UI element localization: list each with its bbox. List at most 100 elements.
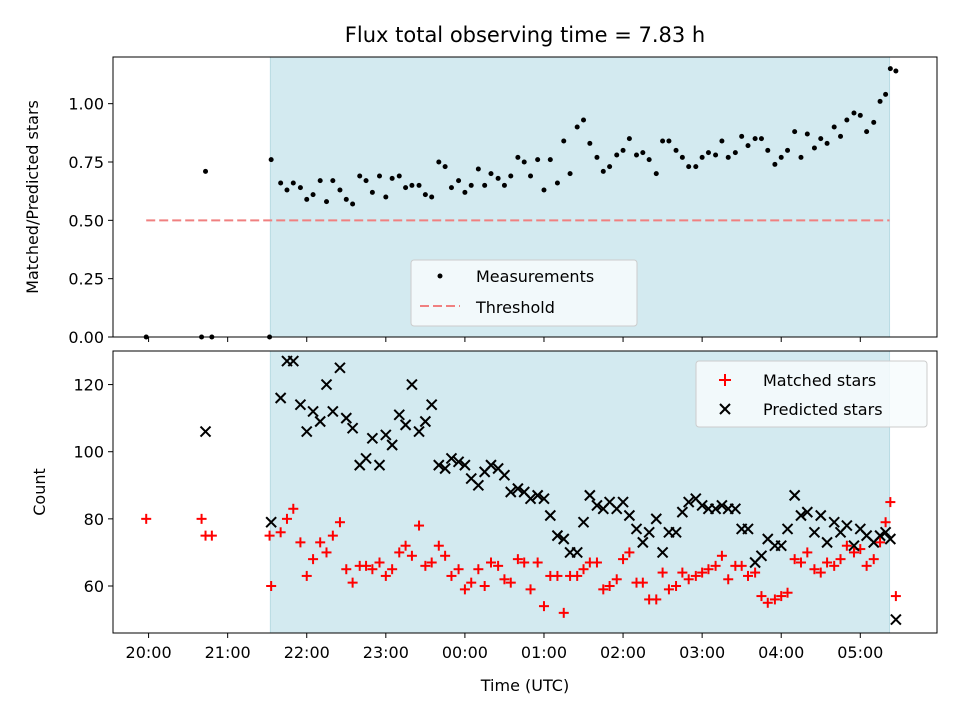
matched-star-point bbox=[367, 564, 378, 575]
predicted-star-point bbox=[558, 533, 570, 545]
matched-star-point bbox=[880, 517, 891, 528]
predicted-star-point bbox=[340, 412, 352, 424]
matched-star-point bbox=[591, 557, 602, 568]
top-y-tick-label: 1.00 bbox=[68, 95, 104, 114]
measurement-point bbox=[297, 185, 303, 191]
matched-star-point bbox=[414, 520, 425, 531]
measurement-point bbox=[541, 187, 547, 193]
predicted-star-point bbox=[630, 523, 643, 535]
predicted-star-point bbox=[848, 540, 860, 552]
measurement-point bbox=[778, 154, 784, 160]
matched-star-point bbox=[677, 567, 688, 578]
top-y-tick-label: 0.75 bbox=[68, 153, 104, 172]
measurement-point bbox=[284, 187, 290, 193]
measurement-point bbox=[699, 154, 705, 160]
matched-star-point bbox=[716, 550, 727, 561]
measurement-point bbox=[369, 189, 375, 195]
measurement-point bbox=[363, 178, 369, 184]
predicted-star-point bbox=[505, 486, 517, 498]
legend-predicted-marker bbox=[719, 403, 731, 415]
matched-star-point bbox=[206, 530, 217, 541]
measurement-point bbox=[600, 168, 606, 174]
bot-y-tick-label: 120 bbox=[73, 376, 104, 395]
matched-star-point bbox=[624, 547, 635, 558]
measurement-point bbox=[660, 138, 666, 144]
measurement-point bbox=[772, 161, 778, 167]
predicted-star-point bbox=[696, 499, 708, 512]
matched-star-point bbox=[809, 564, 820, 575]
measurement-point bbox=[765, 147, 771, 153]
matched-star-point bbox=[822, 557, 833, 568]
predicted-stars-series bbox=[199, 355, 902, 626]
measurement-point bbox=[818, 136, 824, 142]
matched-star-point bbox=[264, 530, 275, 541]
measurement-point bbox=[456, 178, 462, 184]
measurement-point bbox=[646, 157, 652, 163]
matched-star-point bbox=[538, 601, 549, 612]
matched-star-point bbox=[671, 581, 682, 591]
x-tick-label: 20:00 bbox=[126, 643, 172, 662]
predicted-star-point bbox=[485, 459, 497, 471]
predicted-star-point bbox=[815, 509, 827, 522]
predicted-star-point bbox=[320, 378, 333, 391]
matched-star-point bbox=[789, 554, 800, 565]
matched-star-point bbox=[141, 513, 152, 524]
predicted-star-point bbox=[439, 462, 451, 475]
measurement-point bbox=[422, 192, 428, 198]
x-tick-label: 04:00 bbox=[758, 643, 804, 662]
matched-star-point bbox=[479, 581, 490, 591]
measurement-point bbox=[607, 164, 613, 170]
matched-star-point bbox=[578, 564, 589, 575]
predicted-star-point bbox=[890, 613, 902, 626]
top-y-axis-label: Matched/Predicted stars bbox=[23, 100, 42, 294]
measurement-point bbox=[634, 152, 640, 158]
measurement-point bbox=[679, 154, 685, 160]
matched-star-point bbox=[611, 574, 622, 585]
measurement-point bbox=[508, 173, 514, 179]
top-y-ticks: 0.00 0.25 0.50 0.75 1.00 bbox=[68, 95, 113, 347]
predicted-star-point bbox=[577, 516, 590, 528]
measurement-point bbox=[838, 133, 844, 139]
predicted-star-point bbox=[795, 509, 807, 522]
measurement-point bbox=[448, 185, 454, 191]
predicted-star-point bbox=[884, 533, 897, 545]
measurement-point bbox=[429, 194, 435, 200]
measurement-point bbox=[857, 112, 863, 118]
measurement-point bbox=[705, 150, 711, 156]
measurement-point bbox=[304, 196, 310, 202]
predicted-star-point bbox=[314, 415, 326, 428]
matched-star-point bbox=[663, 584, 674, 595]
matched-star-point bbox=[762, 597, 773, 608]
top-y-tick-label: 0.50 bbox=[68, 211, 104, 230]
bottom-panel: 60 80 100 120 20:00 21:00 22:00 23:00 00:00 01:0… bbox=[30, 350, 938, 695]
matched-star-point bbox=[433, 540, 444, 551]
matched-star-point bbox=[420, 560, 431, 571]
predicted-star-point bbox=[287, 355, 300, 367]
matched-star-point bbox=[835, 554, 846, 565]
measurement-point bbox=[804, 131, 810, 137]
top-legend-box bbox=[410, 259, 638, 327]
predicted-star-point bbox=[265, 516, 277, 528]
legend-measurements-marker bbox=[437, 273, 443, 279]
matched-star-point bbox=[532, 557, 543, 568]
predicted-star-point bbox=[729, 503, 742, 515]
measurement-point bbox=[436, 159, 442, 165]
matched-star-point bbox=[756, 591, 767, 602]
matched-star-point bbox=[295, 537, 306, 548]
measurement-point bbox=[310, 192, 316, 198]
predicted-star-point bbox=[775, 540, 787, 552]
predicted-star-point bbox=[419, 415, 432, 428]
matched-star-point bbox=[690, 570, 701, 581]
measurement-point bbox=[666, 138, 672, 144]
matched-star-point bbox=[387, 564, 398, 575]
measurement-point bbox=[739, 133, 745, 139]
measurement-point bbox=[475, 166, 481, 172]
matched-star-point bbox=[446, 570, 457, 581]
matched-star-point bbox=[885, 497, 896, 508]
predicted-star-point bbox=[623, 509, 636, 522]
predicted-star-point bbox=[670, 526, 682, 538]
predicted-star-point bbox=[386, 439, 398, 451]
measurement-point bbox=[350, 201, 356, 207]
measurement-point bbox=[883, 91, 889, 97]
predicted-star-point bbox=[788, 489, 801, 502]
